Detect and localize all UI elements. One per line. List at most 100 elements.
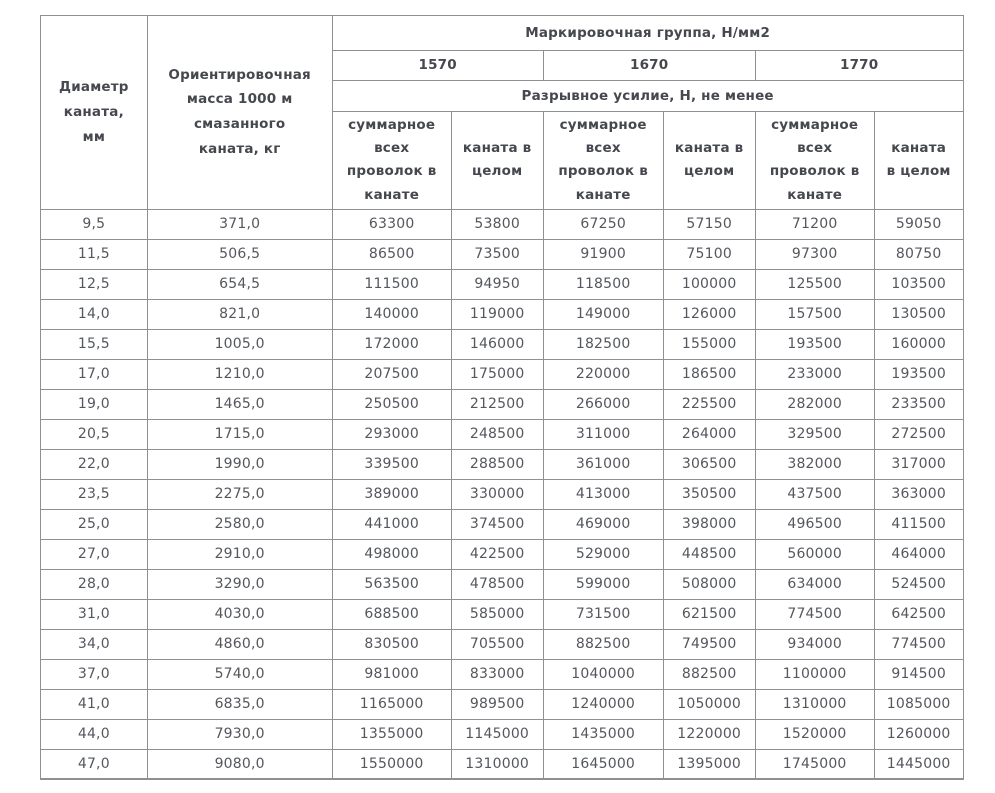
- table-cell: 330000: [450, 478, 544, 510]
- header-diameter: Диаметр каната, мм: [40, 15, 148, 210]
- table-cell: 1220000: [662, 718, 756, 750]
- table-cell: 31,0: [40, 598, 148, 630]
- table-cell: 193500: [754, 328, 875, 360]
- table-cell: 1310000: [450, 748, 544, 780]
- table-cell: 413000: [542, 478, 664, 510]
- table-cell: 317000: [873, 448, 964, 480]
- table-cell: 411500: [873, 508, 964, 540]
- table-cell: 1240000: [542, 688, 664, 720]
- table-cell: 100000: [662, 268, 756, 300]
- table-cell: 140000: [331, 298, 452, 330]
- table-cell: 350500: [662, 478, 756, 510]
- table-cell: 186500: [662, 358, 756, 390]
- table-cell: 306500: [662, 448, 756, 480]
- table-cell: 560000: [754, 538, 875, 570]
- table-cell: 27,0: [40, 538, 148, 570]
- header-sub-whole-rope-1570: каната в целом: [450, 111, 544, 210]
- table-row: 44,0 7930,0 1355000 1145000 1435000 1220000 15…: [40, 718, 964, 750]
- table-row: 23,5 2275,0 389000 330000 413000 350500 437500…: [40, 478, 964, 510]
- table-cell: 288500: [450, 448, 544, 480]
- table-cell: 506,5: [146, 238, 333, 270]
- table-cell: 22,0: [40, 448, 148, 480]
- table-cell: 14,0: [40, 298, 148, 330]
- table-cell: 233000: [754, 358, 875, 390]
- table-row: 19,0 1465,0 250500 212500 266000 225500 282000…: [40, 388, 964, 420]
- table-cell: 599000: [542, 568, 664, 600]
- table-cell: 63300: [331, 208, 452, 240]
- table-row: 34,0 4860,0 830500 705500 882500 749500 934000…: [40, 628, 964, 660]
- table-cell: 654,5: [146, 268, 333, 300]
- table-cell: 478500: [450, 568, 544, 600]
- table-cell: 1395000: [662, 748, 756, 780]
- table-cell: 469000: [542, 508, 664, 540]
- table-row: 9,5 371,0 63300 53800 67250 57150 71200 59050: [40, 208, 964, 240]
- table-cell: 103500: [873, 268, 964, 300]
- header-sub-total-wires-1670: суммарное всех проволок в канате: [542, 111, 664, 210]
- table-cell: 563500: [331, 568, 452, 600]
- table-cell: 11,5: [40, 238, 148, 270]
- table-cell: 1165000: [331, 688, 452, 720]
- table-cell: 1355000: [331, 718, 452, 750]
- header-sub-total-wires-1570: суммарное всех проволок в канате: [331, 111, 452, 210]
- table-body: 9,5 371,0 63300 53800 67250 57150 71200 59050 11…: [40, 208, 964, 780]
- header-group-1570: 1570: [331, 50, 544, 81]
- table-cell: 160000: [873, 328, 964, 360]
- table-cell: 934000: [754, 628, 875, 660]
- header-row-subcolumns: суммарное всех проволок в канате каната …: [41, 111, 964, 210]
- table-cell: 311000: [542, 418, 664, 450]
- table-cell: 1260000: [873, 718, 964, 750]
- table-cell: 731500: [542, 598, 664, 630]
- table-cell: 15,5: [40, 328, 148, 360]
- header-breaking-force-title: Разрывное усилие, Н, не менее: [331, 80, 964, 112]
- table-cell: 329500: [754, 418, 875, 450]
- table-cell: 1050000: [662, 688, 756, 720]
- table-cell: 821,0: [146, 298, 333, 330]
- rope-spec-table: Диаметр каната, мм Ориентировочная масса…: [40, 15, 964, 781]
- table-cell: 172000: [331, 328, 452, 360]
- table-cell: 282000: [754, 388, 875, 420]
- table-cell: 119000: [450, 298, 544, 330]
- rope-spec-table-container: Диаметр каната, мм Ориентировочная масса…: [40, 15, 964, 781]
- table-cell: 1645000: [542, 748, 664, 780]
- table-cell: 1085000: [873, 688, 964, 720]
- table-cell: 1005,0: [146, 328, 333, 360]
- table-cell: 981000: [331, 658, 452, 690]
- table-cell: 1715,0: [146, 418, 333, 450]
- table-cell: 1435000: [542, 718, 664, 750]
- table-cell: 149000: [542, 298, 664, 330]
- table-cell: 363000: [873, 478, 964, 510]
- table-row: 31,0 4030,0 688500 585000 731500 621500 774500…: [40, 598, 964, 630]
- table-cell: 118500: [542, 268, 664, 300]
- table-cell: 3290,0: [146, 568, 333, 600]
- table-cell: 2910,0: [146, 538, 333, 570]
- table-cell: 47,0: [40, 748, 148, 780]
- table-cell: 437500: [754, 478, 875, 510]
- table-cell: 272500: [873, 418, 964, 450]
- table-cell: 448500: [662, 538, 756, 570]
- table-cell: 1520000: [754, 718, 875, 750]
- header-row-group-values: 1570 1670 1770: [41, 50, 964, 81]
- table-cell: 71200: [754, 208, 875, 240]
- table-cell: 1745000: [754, 748, 875, 780]
- table-cell: 41,0: [40, 688, 148, 720]
- table-cell: 529000: [542, 538, 664, 570]
- table-cell: 111500: [331, 268, 452, 300]
- table-cell: 830500: [331, 628, 452, 660]
- table-cell: 914500: [873, 658, 964, 690]
- table-cell: 19,0: [40, 388, 148, 420]
- table-cell: 989500: [450, 688, 544, 720]
- table-cell: 4030,0: [146, 598, 333, 630]
- table-cell: 126000: [662, 298, 756, 330]
- table-cell: 157500: [754, 298, 875, 330]
- table-cell: 389000: [331, 478, 452, 510]
- table-cell: 749500: [662, 628, 756, 660]
- table-cell: 398000: [662, 508, 756, 540]
- table-cell: 233500: [873, 388, 964, 420]
- table-cell: 175000: [450, 358, 544, 390]
- table-cell: 422500: [450, 538, 544, 570]
- table-cell: 225500: [662, 388, 756, 420]
- table-cell: 91900: [542, 238, 664, 270]
- table-cell: 7930,0: [146, 718, 333, 750]
- table-cell: 146000: [450, 328, 544, 360]
- table-cell: 130500: [873, 298, 964, 330]
